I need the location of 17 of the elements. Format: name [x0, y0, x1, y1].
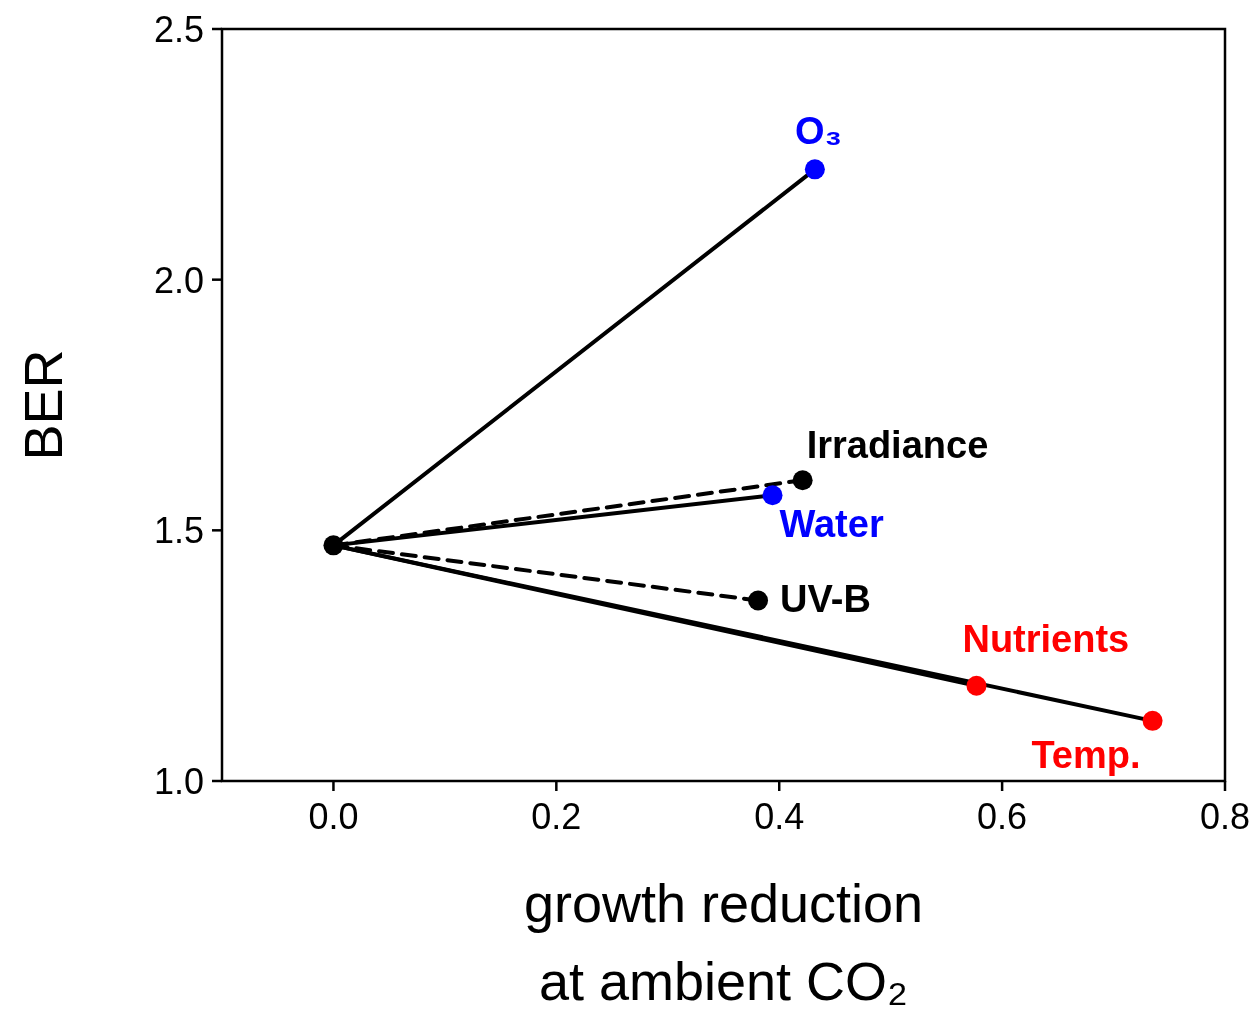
y-tick-label: 2.5	[153, 9, 204, 50]
y-axis-title: BER	[13, 349, 73, 461]
x-tick-label: 0.4	[754, 796, 805, 837]
annotation: O₃	[794, 110, 843, 153]
annotation: Nutrients	[962, 617, 1130, 660]
annotation: Irradiance	[806, 424, 989, 467]
x-tick-label: 0.8	[1199, 796, 1251, 837]
annotation: UV-B	[780, 577, 871, 620]
x-tick-label: 0.6	[977, 796, 1028, 837]
annotation: Temp.	[1031, 733, 1141, 776]
y-tick-label: 2.0	[153, 259, 204, 301]
annotation: Water	[779, 503, 884, 546]
x-tick-label: 0.0	[308, 796, 359, 837]
x-tick-label: 0.2	[531, 796, 582, 837]
y-tick-label: 1.5	[153, 510, 204, 552]
x-axis-title: growth reduction at ambient CO₂	[523, 873, 924, 1011]
y-tick-label: 1.0	[153, 761, 204, 802]
